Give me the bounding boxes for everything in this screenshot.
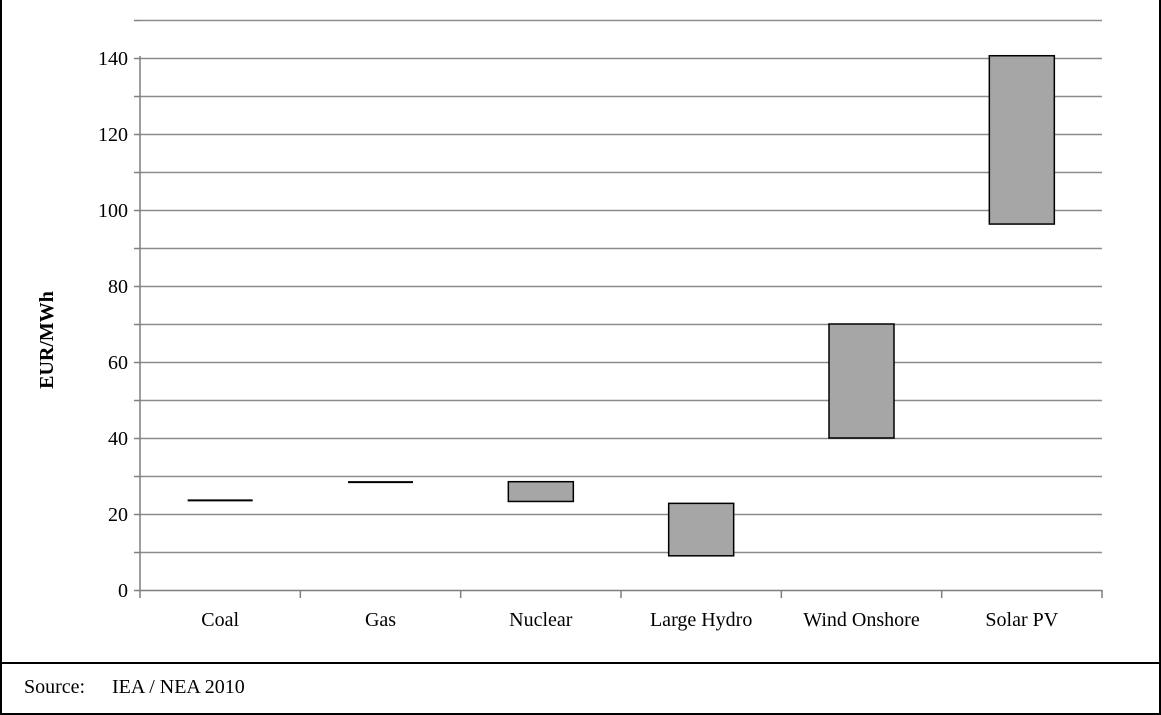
axes <box>134 19 1103 598</box>
source-text: IEA / NEA 2010 <box>112 676 245 698</box>
y-axis-label: EUR/MWh <box>36 291 58 389</box>
range-bar-nuclear <box>507 480 575 503</box>
y-tick-label: 100 <box>98 200 128 222</box>
y-tick-label: 140 <box>98 48 128 70</box>
x-tick-label: Solar PV <box>985 609 1058 631</box>
x-tick-label: Large Hydro <box>650 609 752 631</box>
y-tick-label: 20 <box>108 504 128 526</box>
range-bar-solar-pv <box>988 54 1056 225</box>
y-tick-label: 60 <box>108 352 128 374</box>
range-bar-wind-onshore <box>828 323 895 439</box>
x-tick-label: Coal <box>201 609 239 631</box>
gridlines <box>140 19 1102 554</box>
range-bar-large-hydro <box>667 502 735 557</box>
x-tick-label: Gas <box>365 609 396 631</box>
y-tick-label: 40 <box>108 428 128 450</box>
x-tick-label: Wind Onshore <box>803 609 920 631</box>
y-tick-label: 120 <box>98 124 128 146</box>
x-tick-labels: Coal Gas Nuclear Large Hydro Wind Onshore Sol… <box>201 609 1058 631</box>
y-tick-labels: 0 20 40 60 80 100 120 140 <box>98 48 128 602</box>
source-label: Source: <box>24 676 86 698</box>
y-tick-label: 80 <box>108 276 128 298</box>
range-chart: 0 20 40 60 80 100 120 140 Coal Gas Nuclear Large H… <box>36 19 1103 631</box>
x-tick-label: Nuclear <box>509 609 573 631</box>
range-bars <box>187 54 1056 557</box>
source-note: Source: IEA / NEA 2010 <box>24 676 245 699</box>
y-tick-label: 0 <box>118 580 128 602</box>
source-divider <box>0 662 1161 664</box>
